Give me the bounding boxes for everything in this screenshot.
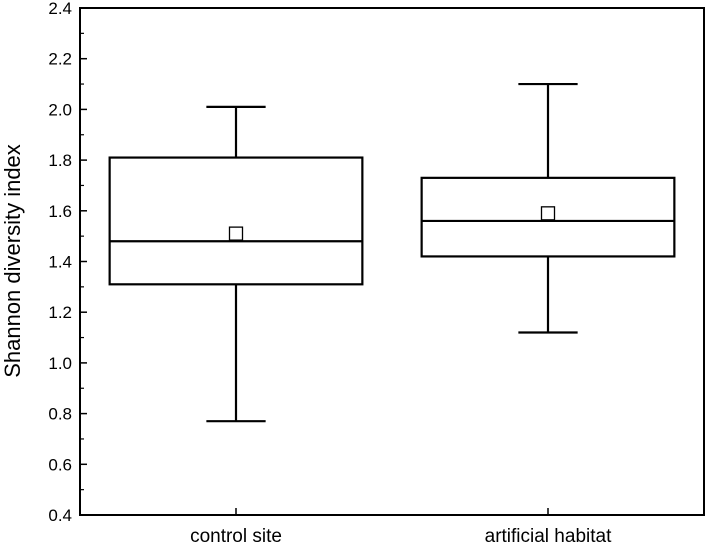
x-axis-ticks: control site artificial habitat [190,508,612,547]
x-category-label: artificial habitat [485,526,612,547]
y-tick-label: 0.6 [48,455,72,474]
y-tick-label: 1.8 [48,151,72,170]
x-category-label: control site [190,526,282,547]
y-tick-label: 1.2 [48,303,72,322]
y-tick-label: 1.6 [48,202,72,221]
mean-marker [228,226,244,241]
y-tick-label: 0.8 [48,405,72,424]
y-tick-label: 2.4 [48,0,72,18]
y-tick-label: 1.4 [48,253,72,272]
y-tick-label: 0.4 [48,506,72,525]
y-tick-label: 1.0 [48,354,72,373]
box-iqr [108,156,364,286]
y-axis-ticks: 0.4 0.6 0.8 1.0 1.2 1.4 1.6 1.8 2.0 2.2 2.4 [48,0,87,525]
y-tick-label: 2.0 [48,100,72,119]
boxes [108,82,676,423]
mean-marker [540,206,556,221]
y-tick-label: 2.2 [48,50,72,69]
y-axis-title: Shannon diversity index [0,144,25,378]
